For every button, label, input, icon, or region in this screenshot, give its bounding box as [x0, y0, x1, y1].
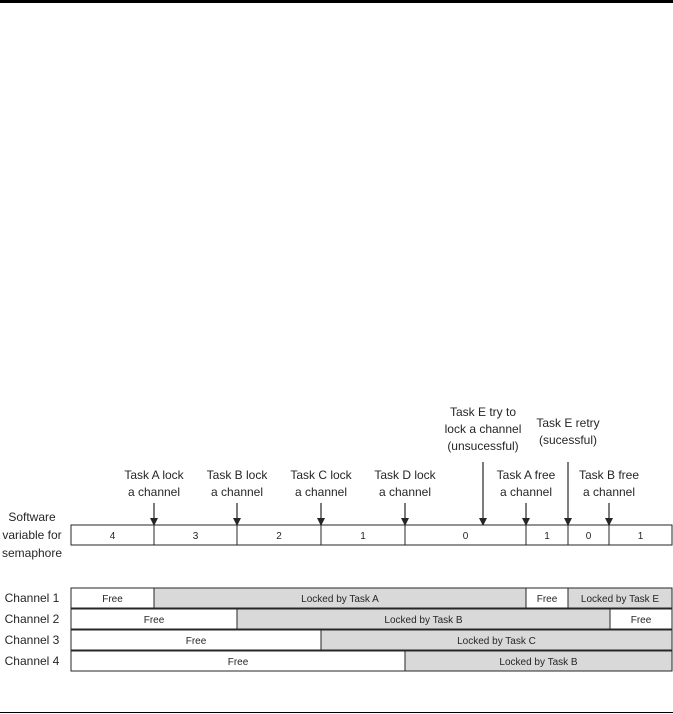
semaphore-value-3: 2	[276, 531, 282, 542]
channel-label-1: Channel 1	[5, 591, 60, 605]
event-label-3-line-2: a channel	[295, 485, 347, 499]
channel-4-segment-label-2: Locked by Task B	[499, 657, 578, 668]
event-label-8-line-1: Task B free	[579, 468, 639, 482]
channel-1-segment-label-2: Locked by Task A	[301, 594, 379, 605]
event-label-8-line-2: a channel	[583, 485, 635, 499]
channel-label-2: Channel 2	[5, 612, 60, 626]
event-label-5-line-3: (unsucessful)	[447, 439, 518, 453]
channel-3-segment-2	[320, 629, 673, 651]
event-label-5-line-1: Task E try to	[450, 405, 516, 419]
event-label-7-line-1: Task E retry	[536, 416, 599, 430]
event-label-6-line-2: a channel	[500, 485, 552, 499]
event-label-2-line-2: a channel	[211, 485, 263, 499]
channel-4-segment-label-1: Free	[228, 657, 249, 668]
event-label-4-line-2: a channel	[379, 485, 431, 499]
channel-2-segment-label-2: Locked by Task B	[384, 615, 463, 626]
top-rule	[0, 0, 673, 3]
semaphore-value-5: 0	[463, 531, 469, 542]
semaphore-value-4: 1	[360, 531, 366, 542]
channel-1-segment-label-4: Locked by Task E	[581, 594, 660, 605]
bottom-rule	[0, 712, 673, 713]
semaphore-label-line-1: Software	[8, 510, 56, 524]
channel-4-segment-2	[404, 650, 673, 672]
channel-2-segment-label-1: Free	[144, 615, 165, 626]
event-label-4-line-1: Task D lock	[374, 468, 436, 482]
channel-2-segment-3	[609, 608, 673, 630]
event-label-6-line-1: Task A free	[497, 468, 556, 482]
channel-3-segment-label-1: Free	[186, 636, 207, 647]
channel-2-segment-label-3: Free	[631, 615, 652, 626]
semaphore-label-line-2: variable for	[2, 528, 61, 542]
semaphore-value-1: 4	[110, 531, 116, 542]
semaphore-value-7: 0	[586, 531, 592, 542]
channel-label-4: Channel 4	[5, 654, 60, 668]
channel-1-segment-4	[567, 587, 673, 609]
event-label-2-line-1: Task B lock	[207, 468, 269, 482]
event-label-3-line-1: Task C lock	[290, 468, 352, 482]
channel-label-3: Channel 3	[5, 633, 60, 647]
channel-1-segment-label-1: Free	[102, 594, 123, 605]
channel-3-segment-label-2: Locked by Task C	[457, 636, 536, 647]
event-label-1-line-1: Task A lock	[124, 468, 184, 482]
semaphore-value-2: 3	[193, 531, 199, 542]
event-label-5-line-2: lock a channel	[445, 422, 522, 436]
event-label-1-line-2: a channel	[128, 485, 180, 499]
semaphore-label-line-3: semaphore	[2, 546, 62, 560]
channel-1-segment-label-3: Free	[537, 594, 558, 605]
event-label-7-line-2: (sucessful)	[539, 433, 597, 447]
semaphore-cell-8	[608, 524, 673, 546]
semaphore-value-6: 1	[544, 531, 550, 542]
semaphore-value-8: 1	[638, 531, 644, 542]
